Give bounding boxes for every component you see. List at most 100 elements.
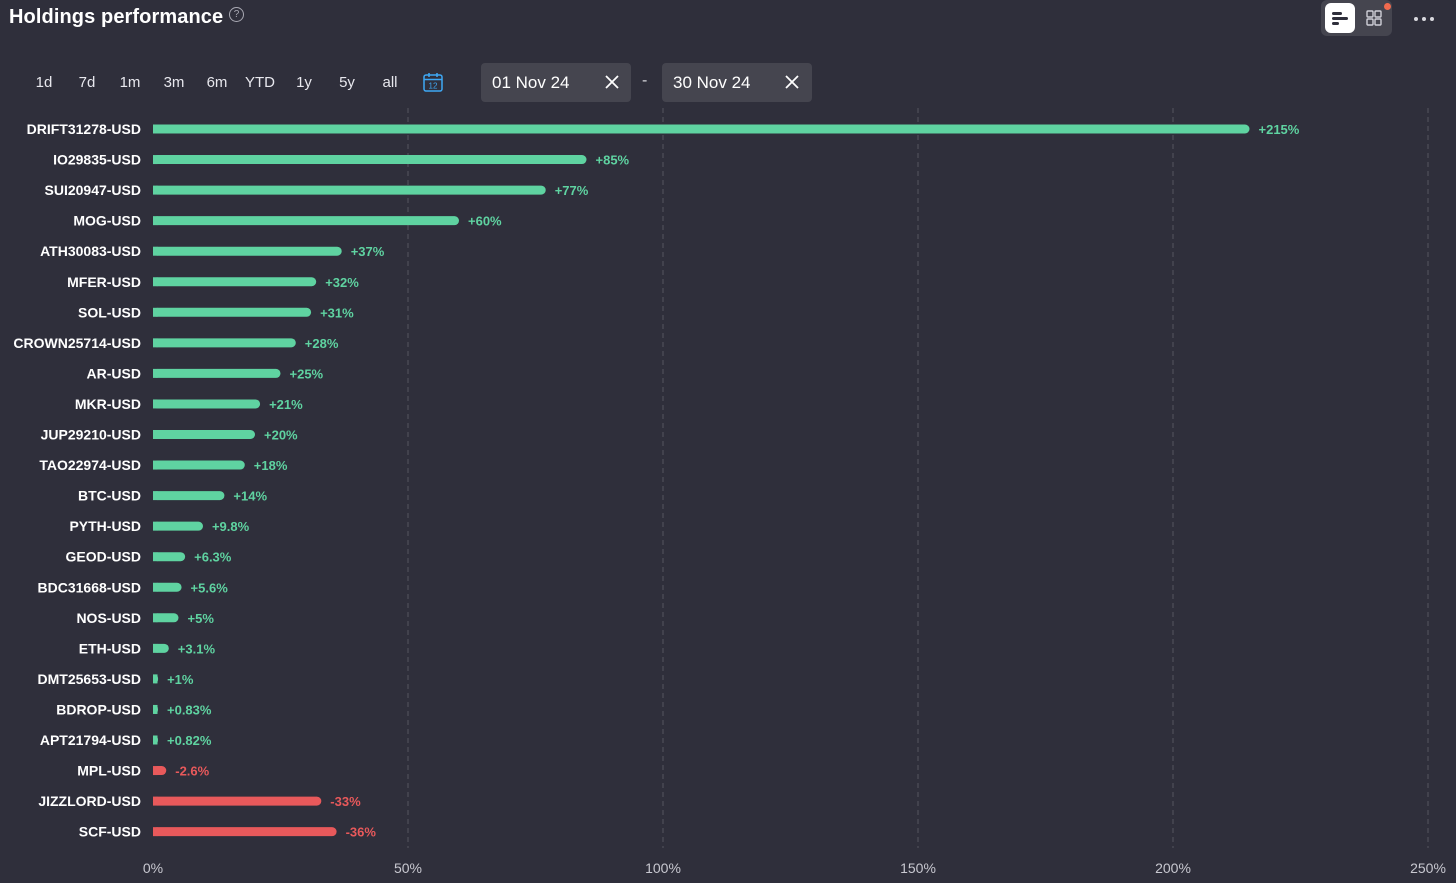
value-label: +1% [167,672,194,687]
start-date-value: 01 Nov 24 [492,73,570,92]
calendar-day: 12 [429,82,438,91]
value-label: +3.1% [178,641,216,656]
period-6m[interactable]: 6m [206,74,228,91]
bar [153,124,1250,134]
bar-cap [153,460,158,470]
calendar-icon[interactable]: 12 [422,71,444,93]
x-tick-label: 250% [1410,860,1446,876]
bar [153,521,203,531]
value-label: +21% [269,397,303,412]
value-label: +18% [254,458,288,473]
category-label: ETH-USD [79,640,141,656]
value-label: -36% [346,825,377,840]
bar [153,613,179,623]
x-tick-label: 50% [394,860,422,876]
value-label: +60% [468,214,502,229]
bar-cap [153,124,158,134]
category-label: SOL-USD [78,304,141,320]
period-ytd[interactable]: YTD [245,74,275,91]
period-1d[interactable]: 1d [35,74,53,91]
category-label: BTC-USD [78,488,141,504]
x-tick-label: 150% [900,860,936,876]
x-tick-label: 0% [143,860,163,876]
bar [153,582,182,592]
bar-cap [153,735,158,745]
date-separator: - [642,72,648,89]
help-icon[interactable]: ? [229,7,244,22]
bar-cap [153,796,158,806]
bar-cap [153,338,158,348]
bar [153,155,587,165]
bar [153,368,281,378]
value-label: +32% [325,275,359,290]
period-all[interactable]: all [382,74,398,91]
bar-cap [153,399,158,409]
category-label: SCF-USD [79,824,141,840]
bar-cap [153,827,158,837]
bar-cap [153,368,158,378]
page-title: Holdings performance [9,6,224,28]
category-label: MFER-USD [67,274,141,290]
end-date-value: 30 Nov 24 [673,73,751,92]
value-label: +37% [351,244,385,259]
grid-view-button[interactable] [1359,3,1389,33]
category-label: APT21794-USD [40,732,141,748]
end-date-field[interactable]: 30 Nov 24 [662,63,812,102]
value-label: +0.82% [167,733,212,748]
bar-cap [153,643,158,653]
clear-end-date-icon[interactable] [784,74,800,90]
period-1m[interactable]: 1m [119,74,141,91]
category-label: BDC31668-USD [38,579,141,595]
bar-cap [153,521,158,531]
bar-cap [153,307,158,317]
bar-cap [153,766,158,776]
bar [153,399,261,409]
value-label: +85% [596,153,630,168]
period-3m[interactable]: 3m [163,74,185,91]
bar [153,491,225,501]
period-7d[interactable]: 7d [78,74,96,91]
value-label: +9.8% [212,519,250,534]
bar-cap [153,613,158,623]
x-tick-label: 200% [1155,860,1191,876]
more-horizontal-icon[interactable] [1410,10,1438,28]
bar-cap [153,430,158,439]
value-label: +5.6% [191,580,229,595]
bar-list-icon [1332,12,1348,25]
category-label: IO29835-USD [53,152,141,168]
category-label: GEOD-USD [66,549,141,565]
category-label: MOG-USD [73,213,141,229]
bar [153,460,245,470]
period-1y[interactable]: 1y [296,74,312,91]
bar-cap [153,674,158,684]
value-label: +20% [264,428,298,443]
category-label: DMT25653-USD [38,671,141,687]
category-label: PYTH-USD [69,518,141,534]
bar-cap [153,491,158,501]
x-tick-label: 100% [645,860,681,876]
value-label: +14% [233,489,267,504]
category-label: MKR-USD [75,396,141,412]
value-label: -33% [330,794,361,809]
value-label: +28% [305,336,339,351]
category-label: DRIFT31278-USD [27,121,141,137]
bar [153,216,459,226]
category-label: AR-USD [87,365,141,381]
bar [153,185,546,195]
period-5y[interactable]: 5y [339,74,355,91]
notification-dot [1384,3,1391,10]
start-date-field[interactable]: 01 Nov 24 [481,63,631,102]
bar-view-button[interactable] [1325,3,1355,33]
bar-cap [153,155,158,165]
category-label: SUI20947-USD [45,182,142,198]
bar-cap [153,277,158,287]
clear-start-date-icon[interactable] [604,74,620,90]
category-label: JUP29210-USD [41,427,141,443]
value-label: +5% [188,611,215,626]
value-label: +0.83% [167,702,212,717]
bar [153,796,322,806]
category-label: TAO22974-USD [39,457,141,473]
category-label: BDROP-USD [56,701,141,717]
bar [153,338,296,348]
